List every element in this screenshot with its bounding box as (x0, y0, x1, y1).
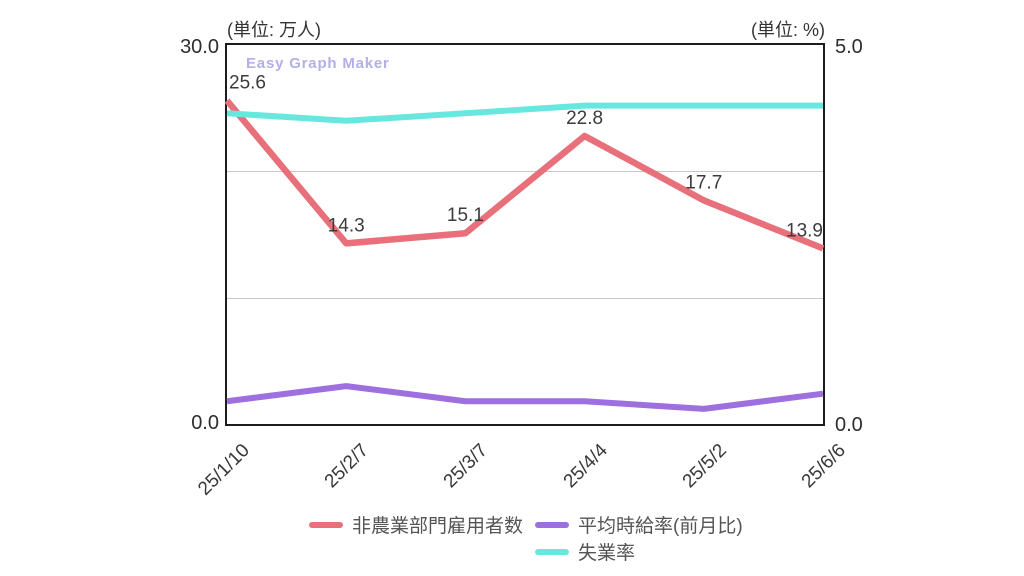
gridline (227, 171, 823, 173)
data-label: 25.6 (229, 73, 266, 94)
legend-item-nonfarm-payrolls: 非農業部門雇用者数 (309, 511, 523, 538)
legend-item-unemployment-rate: 失業率 (535, 538, 635, 565)
series-line-unemployment-rate (226, 102, 823, 124)
data-label: 17.7 (685, 172, 722, 193)
legend-label: 非農業部門雇用者数 (352, 516, 524, 537)
data-label: 15.1 (447, 205, 484, 226)
series-line-hourly-earnings (226, 383, 824, 412)
x-tick-label: 25/1/10 (194, 440, 254, 500)
data-labels: 25.6 14.3 15.1 22.8 17.7 13.9 (229, 73, 823, 242)
legend-item-hourly-earnings: 平均時給率(前月比) (535, 511, 743, 538)
gridline (227, 297, 823, 299)
left-axis-unit-label: (単位: 万人) (227, 20, 321, 40)
data-label: 22.8 (566, 108, 603, 129)
legend-swatch-cyan (535, 548, 569, 555)
chart-lines-svg: 25.6 14.3 15.1 22.8 17.7 13.9 (224, 73, 825, 412)
legend-label: 平均時給率(前月比) (578, 516, 743, 537)
right-axis-max-tick: 5.0 (835, 36, 863, 58)
watermark: Easy Graph Maker (246, 55, 390, 72)
series-line-nonfarm-payrolls (224, 98, 825, 252)
left-axis-max-tick: 30.0 (180, 36, 219, 58)
right-axis-unit-label: (単位: %) (751, 20, 825, 40)
data-label: 13.9 (786, 220, 823, 241)
legend-swatch-red (309, 521, 343, 528)
left-axis-min-tick: 0.0 (191, 412, 219, 434)
right-axis-min-tick: 0.0 (835, 414, 863, 436)
legend-swatch-purple (535, 521, 569, 528)
legend-label: 失業率 (578, 543, 636, 564)
data-label: 14.3 (328, 215, 365, 236)
